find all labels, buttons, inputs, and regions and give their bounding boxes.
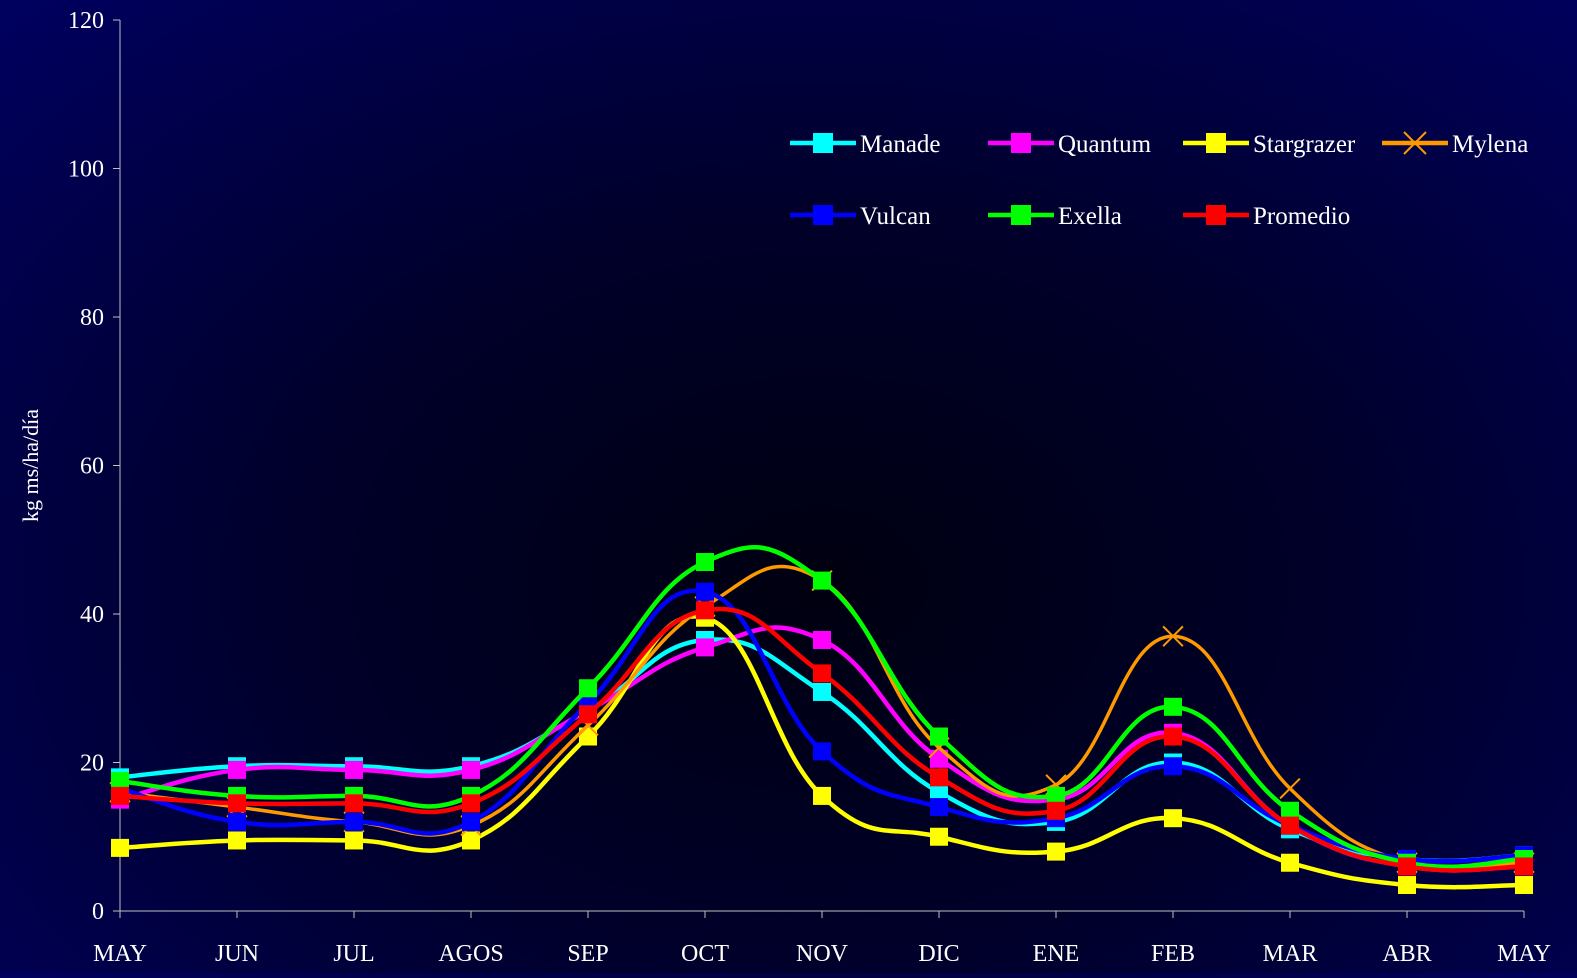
y-tick-label: 60 xyxy=(80,454,104,480)
legend-label: Quantum xyxy=(1058,131,1152,158)
x-tick-label: ABR xyxy=(1382,941,1431,967)
series-mylena xyxy=(109,564,1535,874)
x-tick-label: JUL xyxy=(333,941,374,967)
y-tick-label: 120 xyxy=(68,8,104,34)
data-point xyxy=(813,682,831,701)
x-tick-label: MAR xyxy=(1263,941,1318,967)
data-point xyxy=(111,772,129,791)
legend-swatch-marker xyxy=(813,133,833,153)
data-point xyxy=(930,798,948,817)
series-line xyxy=(117,614,1527,890)
data-point xyxy=(1281,853,1299,872)
y-tick-label: 20 xyxy=(80,751,104,777)
data-point xyxy=(462,760,480,779)
data-point xyxy=(1398,876,1416,895)
y-tick-label: 40 xyxy=(80,602,104,628)
data-point xyxy=(696,601,714,620)
legend-swatch-marker xyxy=(1011,205,1031,225)
legend-item-exella: Exella xyxy=(988,203,1122,230)
legend-label: Exella xyxy=(1058,203,1122,230)
data-point xyxy=(345,812,363,831)
legend-swatch-marker xyxy=(1011,133,1031,153)
y-axis-label: kg ms/ha/día xyxy=(18,409,43,522)
y-tick-label: 100 xyxy=(68,157,104,183)
data-point xyxy=(1164,757,1182,776)
legend-swatch-marker xyxy=(1403,131,1427,155)
data-point xyxy=(1047,801,1065,820)
data-point xyxy=(813,630,831,649)
legend-swatch-marker xyxy=(1206,205,1226,225)
data-point xyxy=(696,638,714,657)
x-tick-label: SEP xyxy=(567,941,608,967)
legend-item-mylena: Mylena xyxy=(1382,131,1528,158)
legend-label: Mylena xyxy=(1452,131,1528,158)
data-point xyxy=(930,768,948,787)
data-point xyxy=(813,664,831,683)
x-tick-label: DIC xyxy=(918,941,959,967)
x-tick-label: OCT xyxy=(681,941,729,967)
y-tick-label: 0 xyxy=(92,899,104,925)
data-point xyxy=(813,786,831,805)
data-point xyxy=(1162,625,1184,647)
legend-item-vulcan: Vulcan xyxy=(790,203,931,230)
data-point xyxy=(462,794,480,813)
legend-label: Vulcan xyxy=(860,203,931,230)
series-promedio xyxy=(111,601,1533,876)
legend-item-manade: Manade xyxy=(790,131,941,158)
data-point xyxy=(1047,842,1065,861)
x-tick-label: FEB xyxy=(1151,941,1195,967)
data-point xyxy=(462,812,480,831)
series-vulcan xyxy=(111,582,1533,869)
data-point xyxy=(345,831,363,850)
legend-swatch-marker xyxy=(813,205,833,225)
data-point xyxy=(228,760,246,779)
legend-item-stargrazer: Stargrazer xyxy=(1183,131,1356,158)
data-point xyxy=(228,812,246,831)
legend-label: Stargrazer xyxy=(1253,131,1356,158)
data-point xyxy=(813,571,831,590)
data-point xyxy=(1164,727,1182,746)
data-point xyxy=(111,838,129,857)
legend-swatch-marker xyxy=(1206,133,1226,153)
x-tick-label: MAY xyxy=(1497,941,1551,967)
data-point xyxy=(579,705,597,724)
data-point xyxy=(696,553,714,572)
legend-label: Promedio xyxy=(1253,203,1350,230)
data-point xyxy=(696,582,714,601)
y-tick-label: 80 xyxy=(80,305,104,331)
data-point xyxy=(930,827,948,846)
data-point xyxy=(930,727,948,746)
data-point xyxy=(1398,857,1416,876)
x-tick-label: ENE xyxy=(1033,941,1080,967)
legend-item-quantum: Quantum xyxy=(988,131,1152,158)
legend-item-promedio: Promedio xyxy=(1183,203,1350,230)
data-point xyxy=(930,749,948,768)
series-line xyxy=(117,545,1527,870)
data-point xyxy=(228,794,246,813)
legend-label: Manade xyxy=(860,131,941,158)
data-point xyxy=(1279,777,1301,800)
x-tick-label: NOV xyxy=(796,941,849,967)
data-point xyxy=(111,786,129,805)
data-point xyxy=(930,783,948,802)
data-point xyxy=(1281,801,1299,820)
data-point xyxy=(345,760,363,779)
data-point xyxy=(345,794,363,813)
data-point xyxy=(1047,786,1065,805)
data-point xyxy=(1164,697,1182,716)
data-point xyxy=(462,831,480,850)
data-point xyxy=(579,679,597,698)
x-tick-label: AGOS xyxy=(438,941,503,967)
data-point xyxy=(1281,816,1299,835)
x-tick-label: MAY xyxy=(93,941,147,967)
data-point xyxy=(228,831,246,850)
data-point xyxy=(1515,876,1533,895)
x-tick-label: JUN xyxy=(215,941,259,967)
data-point xyxy=(1515,857,1533,876)
data-point xyxy=(1164,809,1182,828)
data-point xyxy=(813,742,831,761)
